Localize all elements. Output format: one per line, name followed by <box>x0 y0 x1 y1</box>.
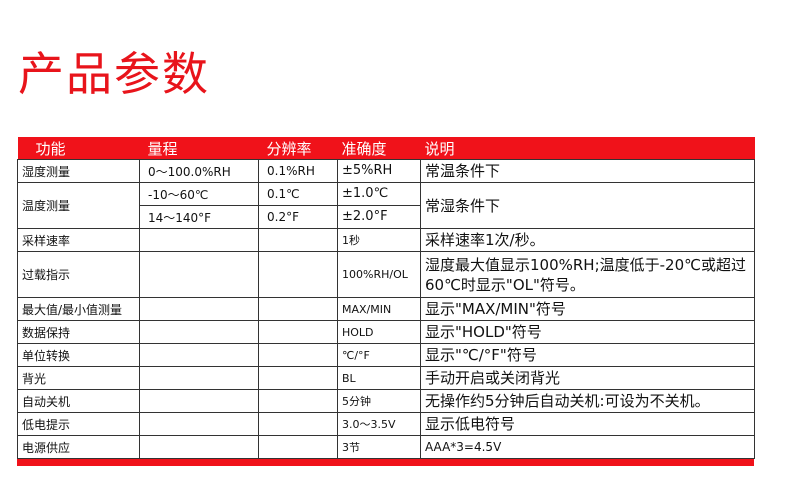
cell-acc: 100%RH/OL <box>337 251 421 298</box>
table-row: 湿度测量 0～100.0%RH 0.1%RH ±5%RH 常温条件下 <box>17 159 755 183</box>
table-row: 采样速率 1秒 采样速率1次/秒。 <box>17 228 755 252</box>
footer-bar <box>17 459 754 466</box>
cell-range <box>139 412 259 436</box>
table-row: 单位转换 ℃/°F 显示"℃/°F"符号 <box>17 343 755 367</box>
cell-acc: 5分钟 <box>337 389 421 413</box>
cell-range <box>139 228 259 252</box>
cell-desc: 常温条件下 <box>420 159 755 183</box>
cell-func: 温度测量 <box>17 182 140 229</box>
cell-func: 单位转换 <box>17 343 140 367</box>
cell-acc: BL <box>337 366 421 390</box>
cell-desc: 采样速率1次/秒。 <box>420 228 755 252</box>
cell-range <box>139 343 259 367</box>
cell-res <box>258 389 338 413</box>
table-row: 自动关机 5分钟 无操作约5分钟后自动关机:可设为不关机。 <box>17 389 755 413</box>
table-row: 低电提示 3.0～3.5V 显示低电符号 <box>17 412 755 436</box>
cell-desc: 显示低电符号 <box>420 412 755 436</box>
cell-res <box>258 412 338 436</box>
cell-range2: 14～140°F <box>139 205 259 229</box>
cell-res <box>258 251 338 298</box>
table-row: 背光 BL 手动开启或关闭背光 <box>17 366 755 390</box>
cell-desc: 常湿条件下 <box>420 182 755 229</box>
cell-acc: 3节 <box>337 435 421 459</box>
table-row: 过载指示 100%RH/OL 湿度最大值显示100%RH;温度低于-20℃或超过60… <box>17 251 755 298</box>
cell-func: 采样速率 <box>17 228 140 252</box>
table-row: 数据保持 HOLD 显示"HOLD"符号 <box>17 320 755 344</box>
cell-res <box>258 320 338 344</box>
table-row: 电源供应 3节 AAA*3=4.5V <box>17 435 755 459</box>
cell-res <box>258 366 338 390</box>
cell-res <box>258 228 338 252</box>
spec-table: 功能 量程 分辨率 准确度 说明 湿度测量 0～100.0%RH 0.1%RH ±5%… <box>17 137 755 459</box>
cell-desc: 显示"℃/°F"符号 <box>420 343 755 367</box>
header-function: 功能 <box>17 137 140 160</box>
cell-res <box>258 435 338 459</box>
header-description: 说明 <box>420 137 755 160</box>
cell-acc: MAX/MIN <box>337 297 421 321</box>
cell-range <box>139 320 259 344</box>
cell-range <box>139 297 259 321</box>
cell-range <box>139 389 259 413</box>
table-row: 最大值/最小值测量 MAX/MIN 显示"MAX/MIN"符号 <box>17 297 755 321</box>
cell-acc2: ±2.0°F <box>337 205 421 229</box>
cell-acc: ℃/°F <box>337 343 421 367</box>
cell-range <box>139 251 259 298</box>
cell-acc: 1秒 <box>337 228 421 252</box>
cell-res: 0.1℃ <box>258 182 338 206</box>
cell-acc: 3.0～3.5V <box>337 412 421 436</box>
cell-range <box>139 435 259 459</box>
header-resolution: 分辨率 <box>258 137 338 160</box>
header-range: 量程 <box>139 137 259 160</box>
cell-range: -10～60℃ <box>139 182 259 206</box>
cell-acc: ±1.0℃ <box>337 182 421 206</box>
table-row: 温度测量 -10～60℃ 0.1℃ ±1.0℃ 常湿条件下 <box>17 182 755 229</box>
cell-res <box>258 343 338 367</box>
cell-func: 电源供应 <box>17 435 140 459</box>
cell-desc: 无操作约5分钟后自动关机:可设为不关机。 <box>420 389 755 413</box>
cell-func: 自动关机 <box>17 389 140 413</box>
cell-res: 0.1%RH <box>258 159 338 183</box>
cell-desc: 显示"MAX/MIN"符号 <box>420 297 755 321</box>
cell-res <box>258 297 338 321</box>
cell-func: 湿度测量 <box>17 159 140 183</box>
table-header: 功能 量程 分辨率 准确度 说明 <box>17 137 755 160</box>
cell-desc: 湿度最大值显示100%RH;温度低于-20℃或超过60℃时显示"OL"符号。 <box>420 251 755 298</box>
cell-func: 背光 <box>17 366 140 390</box>
cell-res2: 0.2°F <box>258 205 338 229</box>
cell-func: 数据保持 <box>17 320 140 344</box>
cell-acc: HOLD <box>337 320 421 344</box>
header-accuracy: 准确度 <box>337 137 421 160</box>
cell-acc: ±5%RH <box>337 159 421 183</box>
cell-func: 低电提示 <box>17 412 140 436</box>
page-title: 产品参数 <box>18 47 210 101</box>
cell-range: 0～100.0%RH <box>139 159 259 183</box>
cell-desc: 手动开启或关闭背光 <box>420 366 755 390</box>
cell-func: 过载指示 <box>17 251 140 298</box>
cell-desc: 显示"HOLD"符号 <box>420 320 755 344</box>
table-row: 14～140°F 0.2°F ±2.0°F <box>18 205 755 229</box>
cell-func: 最大值/最小值测量 <box>17 297 140 321</box>
cell-range <box>139 366 259 390</box>
cell-desc: AAA*3=4.5V <box>420 435 755 459</box>
